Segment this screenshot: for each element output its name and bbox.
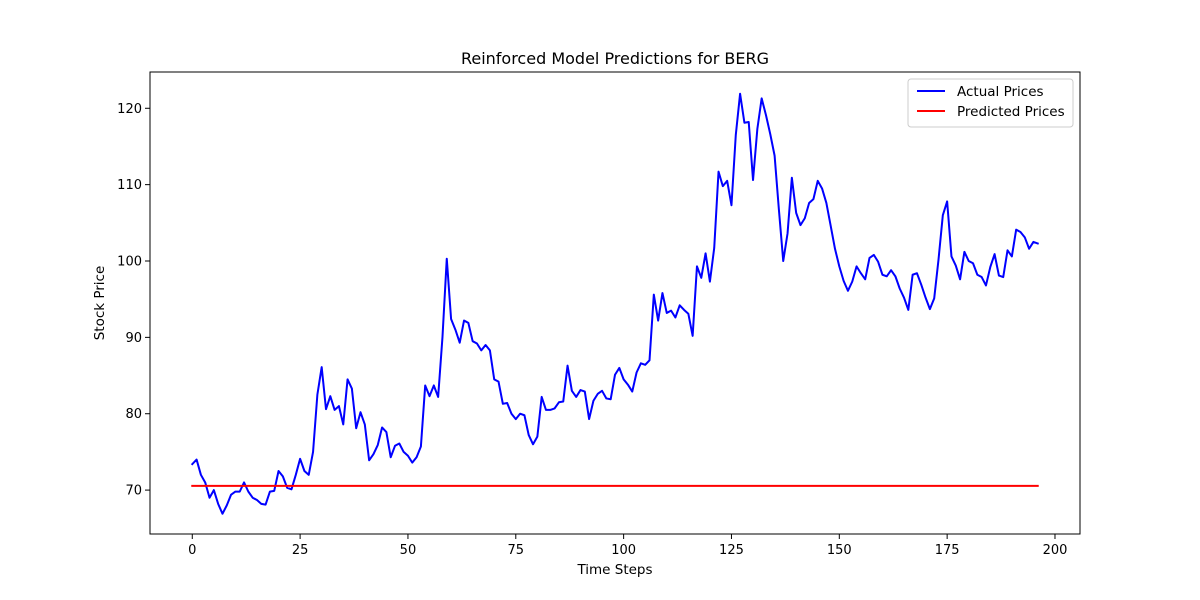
x-tick-label: 150: [827, 543, 852, 558]
actual-prices-line: [190, 92, 1040, 515]
legend-label-predicted: Predicted Prices: [957, 104, 1065, 120]
chart-title: Reinforced Model Predictions for BERG: [461, 49, 769, 68]
y-tick-label: 70: [125, 484, 142, 499]
x-tick-label: 200: [1043, 543, 1068, 558]
plot-area-frame: [149, 71, 1081, 535]
y-tick-label: 110: [117, 178, 142, 193]
x-tick-label: 25: [292, 543, 309, 558]
x-tick-label: 0: [188, 543, 196, 558]
y-axis-label: Stock Price: [92, 266, 108, 341]
y-tick-label: 120: [117, 102, 142, 117]
x-axis-label: Time Steps: [576, 562, 652, 578]
x-tick-label: 50: [400, 543, 417, 558]
legend-frame: [907, 78, 1074, 128]
series-layer: [190, 92, 1040, 515]
x-tick-label: 75: [508, 543, 525, 558]
legend: Actual Prices Predicted Prices: [907, 78, 1074, 128]
x-tick-label: 125: [719, 543, 744, 558]
x-tick-label: 100: [611, 543, 636, 558]
axis-ticks: 0 25 50 75 100 125 150 175 200 70 80 90 100 110 120: [117, 102, 1067, 558]
y-tick-label: 80: [125, 407, 142, 422]
y-tick-label: 100: [117, 255, 142, 270]
y-tick-label: 90: [125, 331, 142, 346]
legend-label-actual: Actual Prices: [957, 84, 1044, 100]
x-tick-label: 175: [935, 543, 960, 558]
